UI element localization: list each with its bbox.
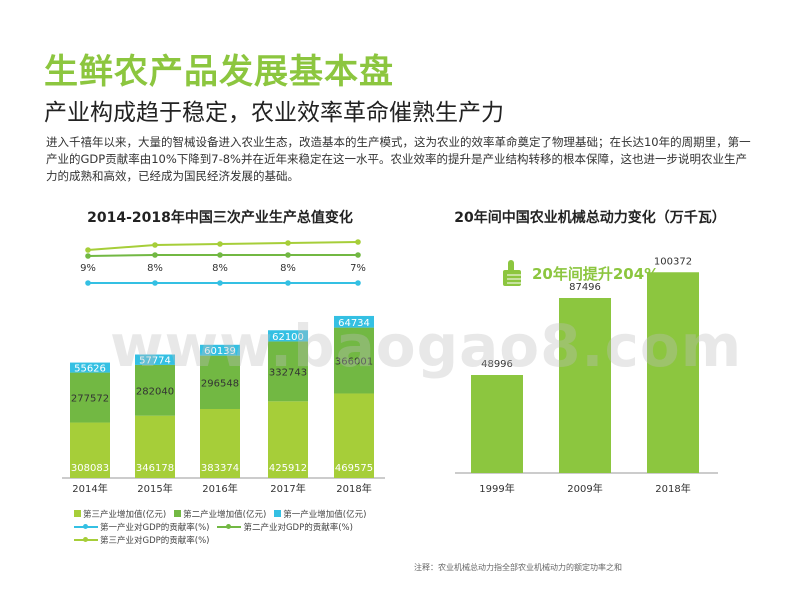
legend-label: 第一产业对GDP的贡献率(%)	[100, 522, 210, 533]
chart1-tick-label: 2015年	[137, 482, 172, 495]
legend-label: 第三产业增加值(亿元)	[83, 509, 167, 520]
chart1-value-label: 277572	[71, 394, 109, 405]
chart1-bar-tertiary	[334, 393, 374, 478]
legend-label: 第一产业增加值(亿元)	[283, 509, 367, 520]
chart1-line-primary-rate-point	[355, 280, 361, 286]
chart1-value-label: 57774	[139, 356, 171, 367]
chart2-bar	[647, 272, 699, 473]
chart1-bar-tertiary	[200, 408, 240, 478]
chart1-bar-primary	[334, 315, 374, 328]
chart1-line-tertiary-rate-point	[85, 247, 91, 253]
chart1-line-primary-rate-point	[152, 280, 158, 286]
chart1-bar-secondary	[70, 372, 110, 423]
chart1-value-label: 332743	[269, 367, 307, 378]
chart2-value-label: 100372	[654, 256, 692, 267]
legend-line	[74, 536, 98, 543]
legend-swatch	[74, 510, 81, 517]
legend-label: 第二产业对GDP的贡献率(%)	[243, 522, 353, 533]
legend-item-secondary: 第二产业增加值(亿元)	[174, 508, 266, 520]
chart2-bar	[559, 298, 611, 473]
growth-badge-text: 20年间提升204%	[532, 264, 660, 283]
chart1-line-secondary-rate-point	[217, 252, 223, 258]
growth-badge: 20年间提升204%	[500, 258, 659, 288]
chart1-bar-primary	[70, 362, 110, 373]
chart1-line-tertiary-rate-point	[152, 242, 158, 248]
chart1-value-label: 62100	[272, 332, 304, 343]
chart1-tick-label: 2014年	[72, 482, 107, 495]
chart1-bar-primary	[135, 354, 175, 365]
legend-swatch	[174, 510, 182, 517]
chart1-value-label: 346178	[136, 463, 174, 474]
legend-line	[217, 523, 242, 530]
chart1-value-label: 469575	[335, 463, 373, 474]
legend-line	[74, 523, 98, 530]
chart2-tick-label: 2018年	[655, 482, 690, 495]
chart1-value-label: 308083	[71, 463, 109, 474]
chart1-bar-tertiary	[268, 401, 308, 478]
chart1-bar-secondary	[135, 364, 175, 416]
chart1-tick-label: 2018年	[336, 482, 371, 495]
chart1-value-label: 366001	[335, 357, 373, 368]
legend-label: 第三产业对GDP的贡献率(%)	[100, 535, 210, 546]
chart1-tick-label: 2017年	[270, 482, 305, 495]
chart2-value-label: 48996	[481, 359, 513, 370]
chart2-title: 20年间中国农业机械总动力变化（万千瓦）	[454, 210, 726, 226]
chart1-legend: 第三产业增加值(亿元) 第二产业增加值(亿元) 第一产业增加值(亿元) 第一产业…	[74, 507, 374, 546]
legend-item-tertiary: 第三产业增加值(亿元)	[74, 508, 166, 520]
thumbs-up-icon	[503, 260, 521, 286]
page-title: 生鲜农产品发展基本盘	[44, 52, 394, 92]
chart1-rate-label: 7%	[350, 263, 366, 274]
chart1-title: 2014-2018年中国三次产业生产总值变化	[87, 210, 353, 226]
chart1-value-label: 60139	[204, 346, 236, 357]
chart1-rate-label: 8%	[212, 263, 228, 274]
chart1-line-secondary-rate-point	[85, 253, 91, 259]
legend-item-primary: 第一产业增加值(亿元)	[274, 508, 366, 520]
legend-swatch	[274, 510, 282, 517]
page-subtitle: 产业构成趋于稳定，农业效率革命催熟生产力	[44, 100, 504, 126]
chart1-rate-label: 8%	[280, 263, 296, 274]
chart1-rate-label: 8%	[147, 263, 163, 274]
chart1-bar-tertiary	[70, 422, 110, 478]
chart1-value-label: 55626	[74, 364, 106, 375]
chart1-bar-secondary	[200, 355, 240, 409]
intro-paragraph: 进入千禧年以来，大量的智械设备进入农业生态，改造基本的生产模式，这为农业的效率革…	[46, 135, 751, 183]
chart1-value-label: 64734	[338, 318, 370, 329]
chart1-value-label: 296548	[201, 378, 239, 389]
chart1-bar-tertiary	[135, 415, 175, 478]
chart1-bar-primary	[200, 344, 240, 356]
chart1-value-label: 282040	[136, 386, 174, 397]
chart1-line-tertiary-rate-point	[217, 241, 223, 247]
chart1-bar-secondary	[268, 341, 308, 402]
chart1-value-label: 383374	[201, 463, 239, 474]
chart2-tick-label: 1999年	[479, 482, 514, 495]
chart1-line-primary-rate-point	[217, 280, 223, 286]
chart1-line-primary-rate-point	[285, 280, 291, 286]
chart1-value-label: 425912	[269, 463, 307, 474]
chart1-line-secondary-rate-point	[355, 252, 361, 258]
chart1-line-primary-rate-point	[85, 280, 91, 286]
chart1-tick-label: 2016年	[202, 482, 237, 495]
chart2-value-label: 87496	[569, 282, 601, 293]
legend-item-primary-rate: 第一产业对GDP的贡献率(%)	[74, 521, 209, 533]
chart1-bar-secondary	[334, 327, 374, 394]
footnote: 注释：农业机械总动力指全部农业机械动力的额定功率之和	[414, 563, 622, 572]
legend-label: 第二产业增加值(亿元)	[183, 509, 267, 520]
chart1-line-tertiary-rate-point	[285, 240, 291, 246]
chart1-rate-label: 9%	[80, 263, 96, 274]
chart2-tick-label: 2009年	[567, 482, 602, 495]
chart1-bar-primary	[268, 330, 308, 342]
chart2-bar	[471, 375, 523, 473]
chart1-line-tertiary-rate-point	[355, 239, 361, 245]
legend-item-secondary-rate: 第二产业对GDP的贡献率(%)	[217, 521, 353, 533]
chart1-line-secondary-rate-point	[285, 252, 291, 258]
legend-item-tertiary-rate: 第三产业对GDP的贡献率(%)	[74, 534, 209, 546]
chart1-line-secondary-rate-point	[152, 252, 158, 258]
